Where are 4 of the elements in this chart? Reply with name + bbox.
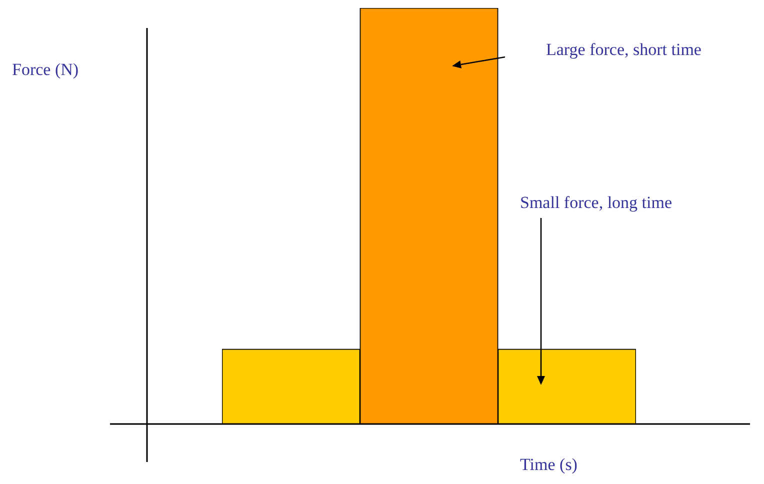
x-axis-title: Time (s) [520, 455, 578, 475]
annotation: Small force, long time [520, 193, 672, 213]
annotation: Large force, short time [546, 40, 702, 60]
y-axis-title: Force (N) [12, 60, 79, 80]
